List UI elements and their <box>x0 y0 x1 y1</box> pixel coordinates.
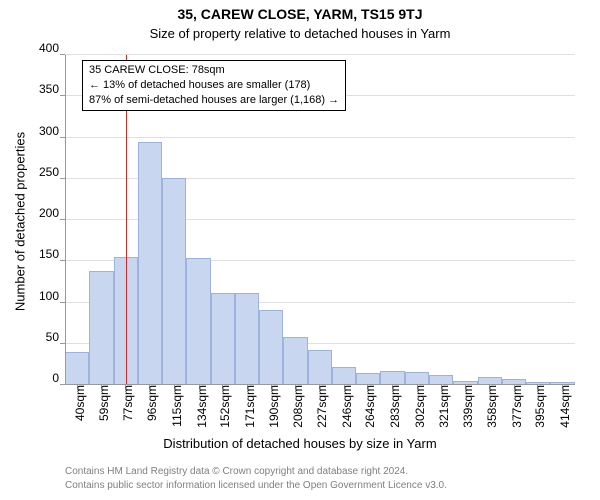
x-tick-label: 395sqm <box>527 385 547 428</box>
annotation-line1: 35 CAREW CLOSE: 78sqm <box>89 63 339 78</box>
y-tick-label: 250 <box>39 165 65 179</box>
x-tick-label: 96sqm <box>139 385 159 421</box>
y-tick-label: 150 <box>39 247 65 261</box>
x-tick-label: 246sqm <box>334 385 354 428</box>
x-tick-label: 302sqm <box>407 385 427 428</box>
x-tick-label: 134sqm <box>189 385 209 428</box>
grid-line <box>65 54 575 55</box>
y-tick-label: 200 <box>39 206 65 220</box>
histogram-bar <box>65 352 89 385</box>
histogram-bar <box>308 350 332 385</box>
histogram-bar <box>283 337 307 385</box>
x-tick-label: 152sqm <box>212 385 232 428</box>
x-tick-label: 377sqm <box>504 385 524 428</box>
annotation-line2: ← 13% of detached houses are smaller (17… <box>89 78 339 93</box>
histogram-bar <box>259 310 283 385</box>
x-tick-label: 264sqm <box>357 385 377 428</box>
x-tick-label: 208sqm <box>285 385 305 428</box>
x-tick-label: 59sqm <box>91 385 111 421</box>
x-tick-label: 414sqm <box>552 385 572 428</box>
x-tick-label: 358sqm <box>479 385 499 428</box>
y-tick-label: 400 <box>39 41 65 55</box>
y-tick-label: 300 <box>39 124 65 138</box>
grid-line <box>65 137 575 138</box>
y-axis-line <box>65 55 66 385</box>
x-tick-label: 40sqm <box>67 385 87 421</box>
x-tick-label: 339sqm <box>455 385 475 428</box>
histogram-bar <box>235 293 259 385</box>
y-tick-label: 0 <box>52 371 65 385</box>
y-tick-label: 350 <box>39 82 65 96</box>
x-tick-label: 171sqm <box>237 385 257 428</box>
histogram-bar <box>332 367 356 385</box>
histogram-bar <box>138 142 162 385</box>
histogram-bar <box>211 293 235 385</box>
chart-address: 35, CAREW CLOSE, YARM, TS15 9TJ <box>0 6 600 22</box>
annotation-box: 35 CAREW CLOSE: 78sqm ← 13% of detached … <box>82 60 346 111</box>
x-tick-label: 115sqm <box>164 385 184 427</box>
y-axis-label: Number of detached properties <box>13 122 28 322</box>
x-axis-line <box>65 384 575 385</box>
footer-attribution: Contains HM Land Registry data © Crown c… <box>65 465 447 492</box>
footer-line1: Contains HM Land Registry data © Crown c… <box>65 465 447 479</box>
x-tick-label: 283sqm <box>382 385 402 428</box>
chart-subtitle: Size of property relative to detached ho… <box>0 26 600 41</box>
annotation-line3: 87% of semi-detached houses are larger (… <box>89 93 339 108</box>
x-tick-label: 321sqm <box>431 385 451 428</box>
x-tick-label: 227sqm <box>309 385 329 428</box>
histogram-bar <box>162 178 186 385</box>
chart-container: 35, CAREW CLOSE, YARM, TS15 9TJ Size of … <box>0 0 600 500</box>
histogram-bar <box>380 371 404 385</box>
x-tick-label: 190sqm <box>261 385 281 428</box>
footer-line2: Contains public sector information licen… <box>65 479 447 493</box>
x-axis-label: Distribution of detached houses by size … <box>0 436 600 451</box>
y-tick-label: 50 <box>46 330 65 344</box>
x-tick-label: 77sqm <box>115 385 135 421</box>
histogram-bar <box>89 271 113 385</box>
histogram-bar <box>186 258 210 385</box>
y-tick-label: 100 <box>39 289 65 303</box>
